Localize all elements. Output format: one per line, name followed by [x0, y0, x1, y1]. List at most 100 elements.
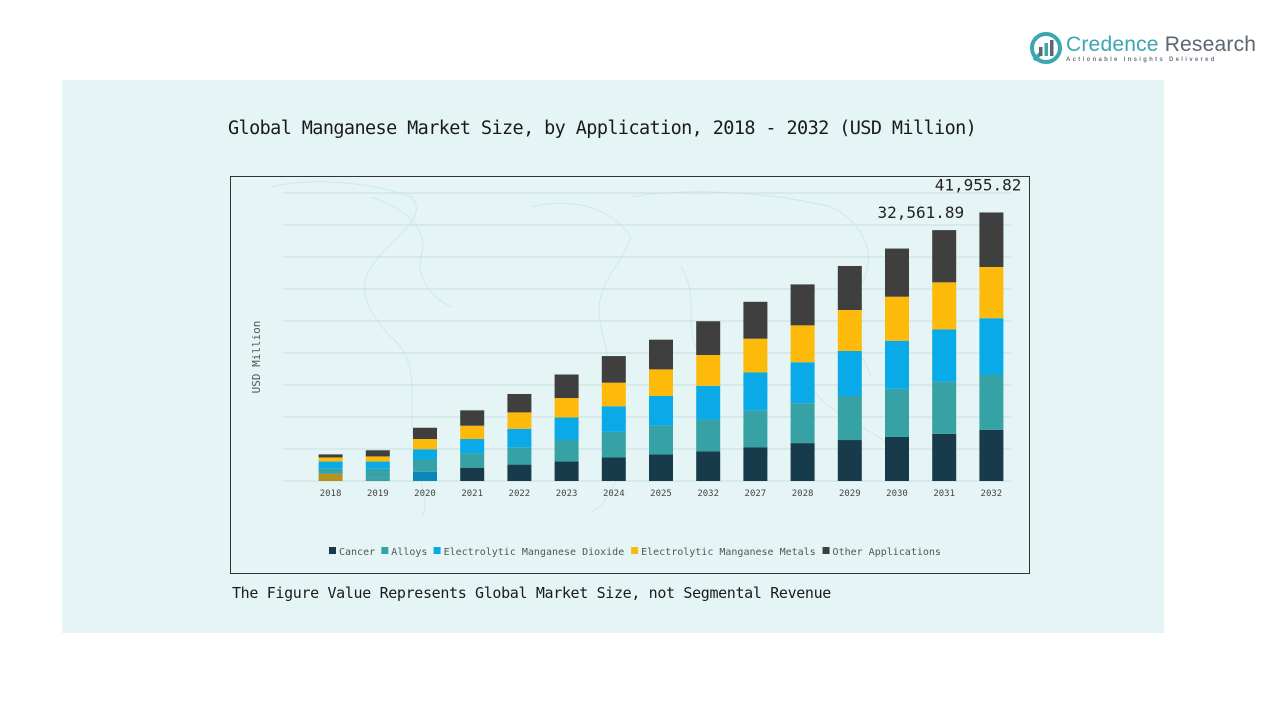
bar-segment-electrolytic-manganese-metals — [365, 456, 390, 462]
legend-swatch — [433, 547, 441, 554]
bar-segment-alloys — [932, 381, 957, 434]
x-tick-label: 2024 — [603, 489, 625, 499]
bar-segment-electrolytic-manganese-dioxide — [696, 385, 721, 420]
bar-segment-alloys — [318, 468, 343, 474]
bar-segment-other-applications — [460, 410, 485, 426]
bar-segment-cancer — [932, 433, 957, 481]
bar-stack-2023 — [554, 374, 579, 481]
x-tick-label: 2023 — [556, 489, 578, 499]
brand-logo: Credence Research Actionable Insights De… — [1030, 30, 1256, 66]
bar-segment-electrolytic-manganese-dioxide — [790, 362, 815, 404]
bar-segment-other-applications — [601, 356, 626, 383]
bar-segment-cancer — [554, 461, 579, 481]
bar-segment-cancer — [790, 443, 815, 481]
brand-name: Credence Research — [1066, 32, 1257, 56]
bar-segment-alloys — [601, 431, 626, 458]
bar-segment-electrolytic-manganese-dioxide — [507, 428, 532, 448]
bar-segment-alloys — [790, 403, 815, 444]
bar-segment-electrolytic-manganese-metals — [696, 355, 721, 386]
y-axis-label: USD Million — [250, 321, 263, 394]
legend-swatch — [381, 547, 389, 554]
bar-segment-electrolytic-manganese-metals — [601, 382, 626, 407]
bar-segment-electrolytic-manganese-metals — [413, 439, 437, 450]
bar-stack-2030 — [885, 248, 909, 481]
bar-segment-electrolytic-manganese-dioxide — [932, 329, 957, 382]
bar-segment-electrolytic-manganese-metals — [932, 282, 957, 330]
bar-stack-2032 — [979, 212, 1004, 481]
bar-segment-alloys — [649, 425, 673, 455]
chart-frame: 2018 2019 2020 2021 2022 2023 2024 2025 2032 2027… — [230, 175, 1030, 574]
legend: Cancer Alloys Electrolytic Manganese Dioxi… — [329, 547, 941, 558]
bar-segment-alloys — [413, 459, 437, 472]
bar-segment-electrolytic-manganese-metals — [507, 412, 532, 429]
total-value-label: 41,955.82 — [935, 177, 1022, 194]
chart-title: Global Manganese Market Size, by Applica… — [228, 118, 977, 139]
bar-segment-other-applications — [365, 450, 390, 457]
bar-segment-electrolytic-manganese-metals — [460, 425, 485, 440]
bar-segment-cancer — [507, 464, 532, 481]
bar-segment-cancer — [601, 457, 626, 481]
bar-segment-other-applications — [932, 230, 957, 283]
bar-segment-cancer — [885, 436, 909, 481]
bar-stack-2020 — [413, 427, 437, 481]
bar-segment-cancer — [979, 429, 1004, 481]
bar-segment-electrolytic-manganese-dioxide — [365, 461, 390, 469]
bar-segment-other-applications — [318, 454, 343, 458]
bar-segment-cancer — [649, 454, 673, 481]
bar-segment-electrolytic-manganese-dioxide — [554, 417, 579, 441]
bar-segment-electrolytic-manganese-metals — [318, 457, 343, 462]
bar-segment-electrolytic-manganese-dioxide — [318, 461, 343, 469]
bar-segment-electrolytic-manganese-metals — [649, 369, 673, 397]
bar-segment-electrolytic-manganese-metals — [837, 309, 862, 351]
legend-swatch — [631, 547, 639, 554]
bar-segment-other-applications — [885, 248, 909, 297]
x-tick-label: 2021 — [461, 489, 483, 499]
stacked-bar-chart: 2018 2019 2020 2021 2022 2023 2024 2025 2032 2027… — [250, 175, 1022, 558]
bar-segment-alloys — [554, 440, 579, 462]
bar-stack-2024 — [601, 356, 626, 481]
bar-stack-2032 — [696, 321, 721, 481]
bar-segment-electrolytic-manganese-metals — [554, 398, 579, 418]
x-tick-label: 2028 — [792, 489, 814, 499]
bar-segment-cancer — [460, 467, 485, 481]
legend-item: Other Applications — [822, 547, 941, 558]
annotations: 32,561.89 41,955.82 — [877, 175, 1022, 222]
total-value-label: 32,561.89 — [877, 203, 964, 222]
bar-segment-cancer — [743, 447, 768, 481]
bar-segment-alloys — [837, 396, 862, 441]
bar-stack-2021 — [460, 410, 485, 481]
bar-segment-cancer — [837, 440, 862, 481]
x-tick-label: 2032 — [697, 489, 719, 499]
x-tick-label: 2030 — [886, 489, 908, 499]
brand-name-part1: Credence — [1066, 32, 1159, 56]
bar-stack-2022 — [507, 393, 532, 481]
bar-segment-electrolytic-manganese-metals — [790, 325, 815, 363]
bar-segment-electrolytic-manganese-dioxide — [413, 449, 437, 460]
x-tick-label: 2032 — [981, 489, 1003, 499]
bar-segment-electrolytic-manganese-dioxide — [460, 439, 485, 454]
legend-label: Alloys — [391, 547, 427, 558]
bar-segment-electrolytic-manganese-dioxide — [601, 406, 626, 432]
legend-item: Electrolytic Manganese Dioxide — [433, 547, 625, 558]
legend-swatch — [822, 547, 830, 554]
bar-segment-electrolytic-manganese-dioxide — [649, 396, 673, 426]
bar-segment-alloys — [743, 410, 768, 448]
x-tick-labels: 2018 2019 2020 2021 2022 2023 2024 2025 2032 2027… — [320, 489, 1002, 499]
bar-segment-electrolytic-manganese-dioxide — [837, 350, 862, 397]
x-tick-label: 2020 — [414, 489, 436, 499]
bar-segment-other-applications — [837, 265, 862, 310]
bar-segment-other-applications — [507, 393, 532, 413]
bar-segment-electrolytic-manganese-dioxide — [885, 340, 909, 389]
legend-item: Electrolytic Manganese Metals — [631, 547, 816, 558]
legend-label: Cancer — [339, 547, 375, 558]
bar-segment-alloys — [696, 419, 721, 452]
x-tick-label: 2025 — [650, 489, 672, 499]
bar-segment-alloys — [979, 374, 1004, 430]
x-tick-label: 2018 — [320, 489, 342, 499]
bar-stack-2031 — [932, 230, 957, 481]
bars-group — [318, 212, 1004, 481]
legend-label: Other Applications — [833, 547, 941, 558]
legend-label: Electrolytic Manganese Dioxide — [444, 547, 625, 558]
legend-item: Alloys — [381, 547, 427, 558]
brand-name-part2: Research — [1158, 32, 1257, 56]
